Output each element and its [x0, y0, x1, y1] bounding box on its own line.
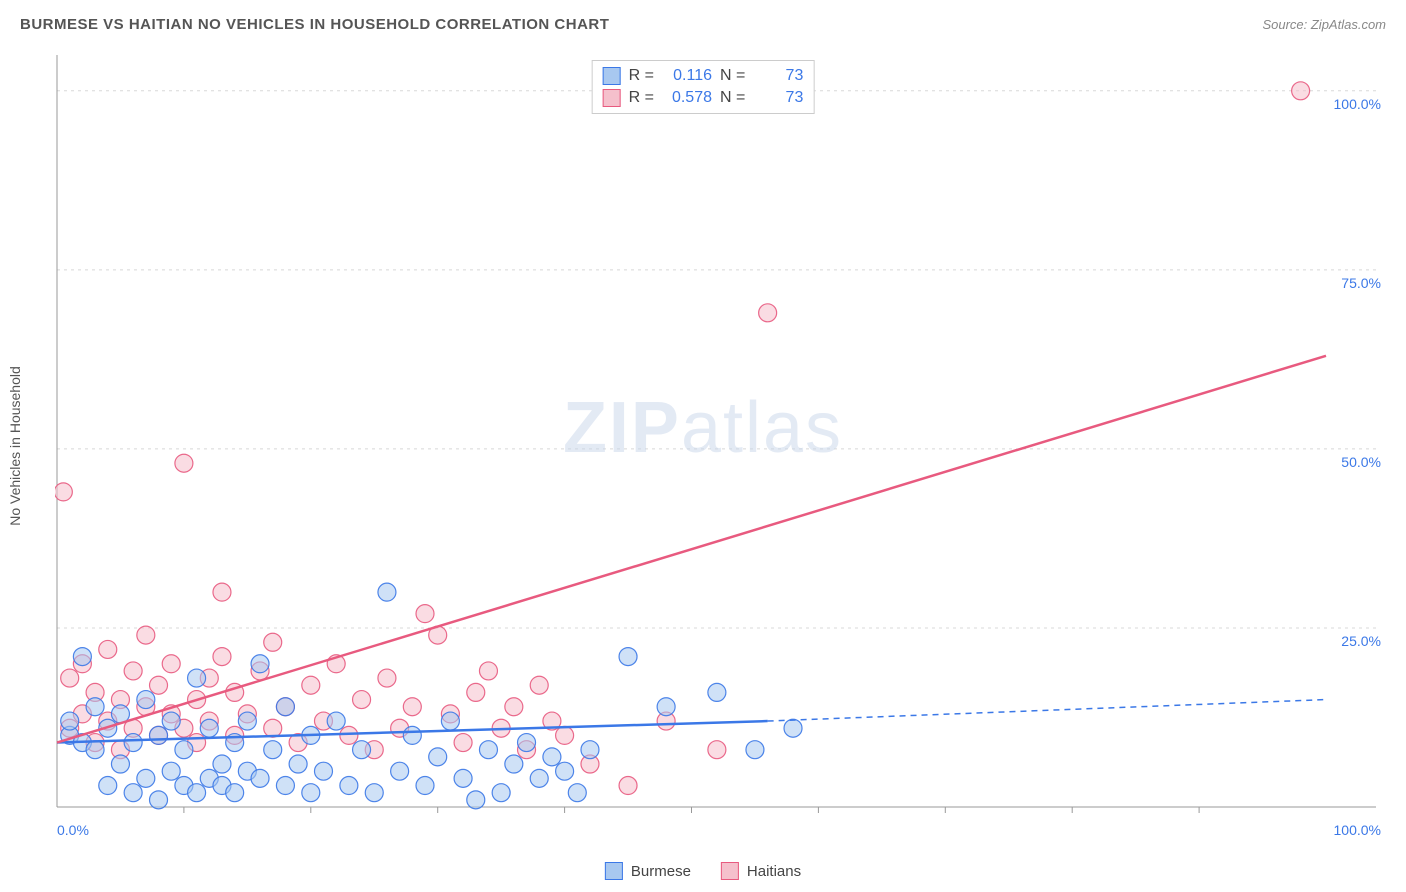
y-tick-label: 75.0% [1341, 275, 1381, 291]
r-label: R = [629, 67, 654, 85]
swatch-burmese-icon [605, 862, 623, 880]
n-label: N = [720, 67, 745, 85]
x-tick-label-min: 0.0% [57, 822, 89, 837]
source-label: Source: ZipAtlas.com [1262, 17, 1386, 32]
chart-header: BURMESE VS HAITIAN NO VEHICLES IN HOUSEH… [0, 0, 1406, 48]
chart-plot-area: 25.0% 50.0% 75.0% 100.0% 0.0% 100.0% [55, 55, 1386, 837]
r-label: R = [629, 89, 654, 107]
x-tick-label-max: 100.0% [1334, 822, 1381, 837]
chart-title: BURMESE VS HAITIAN NO VEHICLES IN HOUSEH… [20, 16, 609, 33]
y-axis-label: No Vehicles in Household [7, 366, 23, 526]
legend-item-haitians: Haitians [721, 862, 801, 880]
bottom-legend: Burmese Haitians [605, 862, 801, 880]
legend-label-burmese: Burmese [631, 863, 691, 880]
swatch-haitians [603, 89, 621, 107]
swatch-burmese [603, 67, 621, 85]
y-tick-label: 50.0% [1341, 454, 1381, 470]
y-tick-label: 25.0% [1341, 633, 1381, 649]
scatter-svg: 25.0% 50.0% 75.0% 100.0% 0.0% 100.0% [55, 55, 1386, 837]
n-label: N = [720, 89, 745, 107]
r-value-haitians: 0.578 [662, 89, 712, 107]
stats-legend-box: R = 0.116 N = 73 R = 0.578 N = 73 [592, 60, 815, 114]
n-value-haitians: 73 [753, 89, 803, 107]
y-tick-label: 100.0% [1334, 96, 1381, 112]
legend-item-burmese: Burmese [605, 862, 691, 880]
legend-label-haitians: Haitians [747, 863, 801, 880]
r-value-burmese: 0.116 [662, 67, 712, 85]
n-value-burmese: 73 [753, 67, 803, 85]
stats-row-series2: R = 0.578 N = 73 [603, 87, 804, 109]
stats-row-series1: R = 0.116 N = 73 [603, 65, 804, 87]
swatch-haitians-icon [721, 862, 739, 880]
